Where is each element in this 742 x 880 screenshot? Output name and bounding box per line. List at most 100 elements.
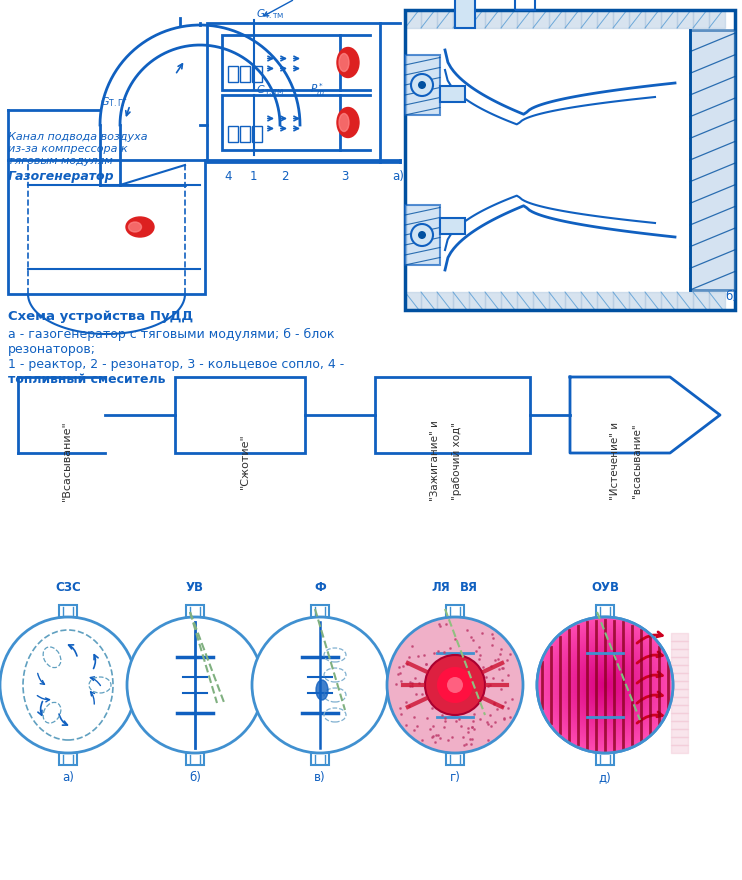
Circle shape bbox=[548, 628, 662, 742]
Circle shape bbox=[552, 632, 658, 738]
Text: "всасывание": "всасывание" bbox=[632, 423, 642, 498]
Circle shape bbox=[595, 675, 615, 695]
Polygon shape bbox=[677, 10, 693, 28]
Text: топливный смеситель: топливный смеситель bbox=[8, 373, 165, 386]
Bar bbox=[596, 753, 614, 765]
Circle shape bbox=[550, 630, 660, 740]
Text: 1: 1 bbox=[249, 170, 257, 183]
Text: 3: 3 bbox=[341, 170, 349, 183]
Circle shape bbox=[576, 656, 634, 714]
Polygon shape bbox=[565, 10, 581, 28]
Bar bbox=[8, 160, 205, 294]
Text: б): б) bbox=[725, 290, 737, 303]
Ellipse shape bbox=[339, 114, 349, 131]
Bar bbox=[311, 753, 329, 765]
Circle shape bbox=[437, 667, 473, 703]
Text: из-за компрессора к: из-за компрессора к bbox=[8, 144, 128, 154]
Text: $P_m^*$: $P_m^*$ bbox=[310, 81, 325, 98]
Polygon shape bbox=[517, 292, 533, 310]
Polygon shape bbox=[421, 10, 437, 28]
Circle shape bbox=[580, 660, 630, 710]
Bar bbox=[222, 35, 340, 90]
Text: $G_{\rm T.\Gamma\Gamma}$: $G_{\rm T.\Gamma\Gamma}$ bbox=[100, 95, 128, 109]
Text: 2: 2 bbox=[281, 170, 289, 183]
Circle shape bbox=[582, 662, 628, 708]
Polygon shape bbox=[597, 292, 613, 310]
Polygon shape bbox=[501, 292, 517, 310]
Text: Ф: Ф bbox=[314, 581, 326, 594]
Text: 4: 4 bbox=[224, 170, 232, 183]
Bar bbox=[175, 377, 305, 453]
Text: УВ: УВ bbox=[186, 581, 204, 594]
Text: ЛЯ: ЛЯ bbox=[432, 581, 450, 594]
Text: Газогенератор: Газогенератор bbox=[8, 170, 114, 183]
Circle shape bbox=[600, 680, 610, 690]
Bar bbox=[440, 218, 465, 234]
Circle shape bbox=[0, 617, 136, 753]
Circle shape bbox=[570, 650, 640, 720]
Circle shape bbox=[425, 655, 485, 715]
Polygon shape bbox=[501, 10, 517, 28]
Polygon shape bbox=[405, 292, 421, 310]
Polygon shape bbox=[469, 292, 485, 310]
Polygon shape bbox=[517, 10, 533, 28]
Polygon shape bbox=[549, 292, 565, 310]
Text: "Сжотие": "Сжотие" bbox=[240, 433, 250, 489]
Polygon shape bbox=[693, 292, 709, 310]
Text: б): б) bbox=[189, 771, 201, 784]
Circle shape bbox=[553, 633, 657, 737]
Circle shape bbox=[594, 674, 616, 696]
Text: резонаторов;: резонаторов; bbox=[8, 343, 96, 356]
Text: СЗС: СЗС bbox=[55, 581, 81, 594]
Circle shape bbox=[554, 634, 656, 736]
Circle shape bbox=[559, 639, 651, 731]
Bar bbox=[228, 126, 238, 142]
Circle shape bbox=[574, 654, 636, 716]
Polygon shape bbox=[661, 292, 677, 310]
Circle shape bbox=[586, 666, 624, 704]
Circle shape bbox=[579, 659, 631, 711]
Circle shape bbox=[560, 640, 650, 730]
Text: "рабочий ход": "рабочий ход" bbox=[452, 422, 462, 500]
Circle shape bbox=[555, 635, 655, 735]
Polygon shape bbox=[645, 292, 661, 310]
Polygon shape bbox=[533, 10, 549, 28]
Circle shape bbox=[567, 647, 643, 723]
Polygon shape bbox=[453, 292, 469, 310]
Bar bbox=[240, 66, 250, 82]
Text: $G_{\rm T.TM}$: $G_{\rm T.TM}$ bbox=[256, 83, 284, 97]
Circle shape bbox=[577, 657, 633, 713]
Circle shape bbox=[604, 684, 606, 686]
Circle shape bbox=[551, 631, 659, 739]
Circle shape bbox=[564, 644, 646, 726]
Polygon shape bbox=[709, 292, 725, 310]
Circle shape bbox=[549, 629, 661, 741]
Text: в): в) bbox=[314, 771, 326, 784]
Text: г): г) bbox=[450, 771, 461, 784]
Circle shape bbox=[598, 678, 612, 692]
Circle shape bbox=[583, 663, 627, 707]
Bar bbox=[446, 753, 464, 765]
Polygon shape bbox=[613, 292, 629, 310]
Polygon shape bbox=[693, 10, 709, 28]
Polygon shape bbox=[485, 292, 501, 310]
Polygon shape bbox=[421, 292, 437, 310]
Text: Канал подвода воздуха: Канал подвода воздуха bbox=[8, 132, 148, 142]
Circle shape bbox=[566, 646, 644, 724]
Circle shape bbox=[578, 658, 632, 712]
Text: "Истечение" и: "Истечение" и bbox=[610, 422, 620, 500]
Circle shape bbox=[590, 670, 620, 700]
Circle shape bbox=[547, 627, 663, 743]
Circle shape bbox=[411, 74, 433, 96]
Circle shape bbox=[591, 671, 619, 699]
Ellipse shape bbox=[316, 680, 328, 700]
Polygon shape bbox=[533, 292, 549, 310]
Circle shape bbox=[589, 669, 621, 701]
Circle shape bbox=[575, 655, 635, 715]
Circle shape bbox=[596, 676, 614, 694]
Circle shape bbox=[592, 672, 618, 698]
Circle shape bbox=[602, 682, 608, 688]
Text: а): а) bbox=[62, 771, 74, 784]
Polygon shape bbox=[677, 292, 693, 310]
Circle shape bbox=[565, 645, 645, 725]
